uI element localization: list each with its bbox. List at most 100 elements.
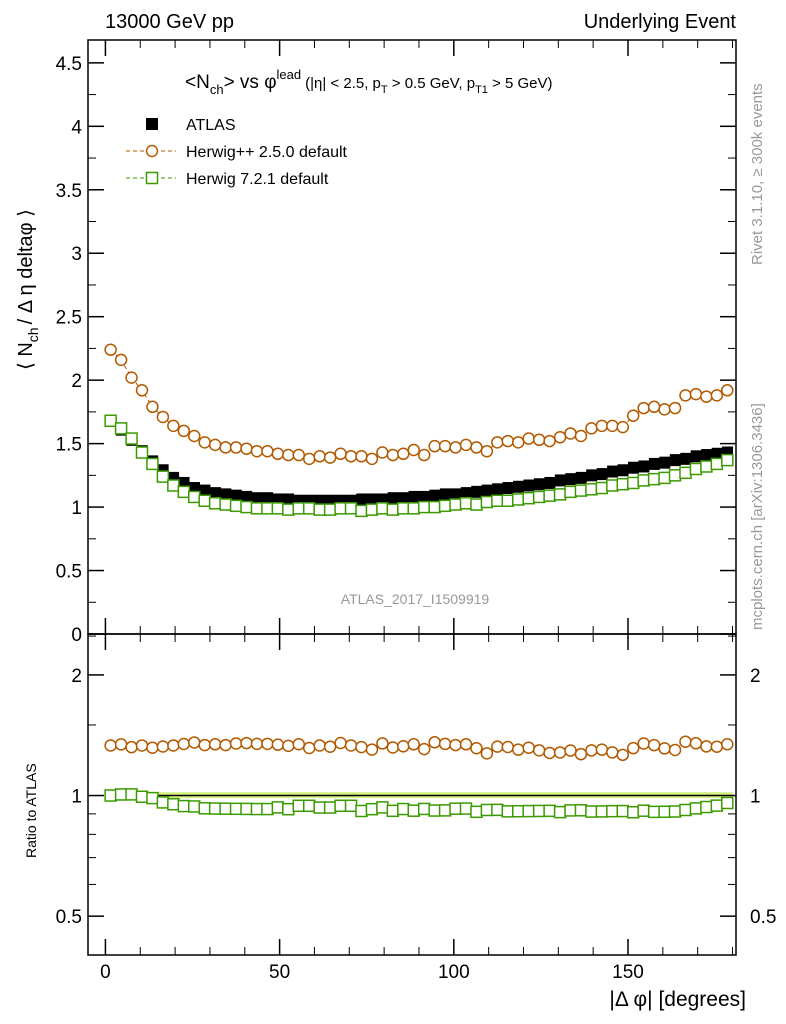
series-2-point xyxy=(668,469,682,482)
ratio-1-point xyxy=(595,743,609,756)
ratio-1-point xyxy=(334,736,347,750)
chart-title: <Nch> vs φlead(|η| < 2.5, pT > 0.5 GeV, … xyxy=(185,67,553,97)
ratio-1-point xyxy=(470,741,483,755)
series-1-point xyxy=(626,409,640,422)
ratio-1-point xyxy=(271,738,285,751)
ratio-y-tick-label-right: 0.5 xyxy=(750,907,776,928)
series-1-point xyxy=(616,420,630,434)
atlas-data-point xyxy=(502,482,514,495)
atlas-data-point xyxy=(377,493,389,506)
series-1-point xyxy=(574,429,588,443)
legend-marker-mc2 xyxy=(145,171,159,185)
series-1-point xyxy=(532,433,546,447)
series-1-point xyxy=(637,401,650,415)
ratio-2-point xyxy=(647,805,661,819)
series-2-point xyxy=(700,460,713,473)
ratio-2-point xyxy=(679,803,692,817)
y-tick-label: 3 xyxy=(71,244,82,265)
legend-marker-mc1 xyxy=(145,144,159,158)
ratio-1-point xyxy=(574,747,588,761)
ratio-1-point xyxy=(292,737,306,751)
series-1-point xyxy=(208,438,222,452)
series-1-point xyxy=(417,448,431,462)
series-1-point xyxy=(229,441,243,454)
series-1-point xyxy=(459,438,473,452)
series-2-point xyxy=(365,503,379,516)
x-axis-label: |Δ φ| [degrees] xyxy=(609,988,746,1011)
series-1-point xyxy=(438,439,452,453)
ratio-2-point xyxy=(344,799,358,813)
series-1-point xyxy=(647,400,661,414)
series-1-point xyxy=(355,450,368,463)
ratio-2-point xyxy=(428,804,441,817)
ratio-2-point xyxy=(104,789,117,802)
ratio-1-point xyxy=(491,740,504,753)
series-2-point xyxy=(344,502,358,515)
ratio-2-point xyxy=(302,799,316,813)
series-2-point xyxy=(721,453,734,467)
ratio-1-point xyxy=(282,739,295,753)
ratio-2-point xyxy=(198,802,211,815)
ratio-1-point xyxy=(553,746,567,759)
series-2-point xyxy=(219,498,232,511)
header-left: 13000 GeV pp xyxy=(105,11,234,33)
atlas-data-point xyxy=(669,454,681,467)
series-2-point xyxy=(397,502,410,515)
atlas-data-point xyxy=(439,488,451,501)
legend-label: ATLAS xyxy=(186,117,236,134)
series-2-point xyxy=(135,446,149,459)
ratio-1-point xyxy=(229,737,243,750)
series-1-point xyxy=(302,452,316,466)
atlas-data-point xyxy=(178,476,190,489)
ratio-2-point xyxy=(376,801,389,814)
series-2-point xyxy=(313,503,326,516)
series-1-point xyxy=(428,439,441,453)
series-2-point xyxy=(250,502,264,515)
ratio-frame xyxy=(87,633,737,956)
atlas-data-point xyxy=(554,474,566,487)
ratio-1-point xyxy=(532,744,546,757)
series-1-point xyxy=(721,384,734,397)
atlas-data-point xyxy=(262,492,274,505)
ratio-1-point xyxy=(459,738,473,751)
atlas-data-point xyxy=(230,489,242,502)
atlas-data-point xyxy=(607,465,619,478)
ratio-2-point xyxy=(480,803,494,817)
atlas-data-point xyxy=(544,476,556,489)
ratio-y-tick-label: 0.5 xyxy=(56,907,82,928)
ratio-2-point xyxy=(355,804,368,818)
ratio-2-point xyxy=(313,801,326,814)
atlas-data-point xyxy=(398,492,410,505)
series-2-point xyxy=(512,493,525,506)
series-1-point xyxy=(668,401,682,415)
header-right: Underlying Event xyxy=(584,11,737,33)
series-2-point xyxy=(564,485,577,499)
ratio-2-point xyxy=(626,806,640,819)
ratio-2-point xyxy=(512,804,525,818)
atlas-data-point xyxy=(638,460,650,473)
ratio-2-point xyxy=(564,804,577,817)
rivet-label: Rivet 3.1.10, ≥ 300k events xyxy=(749,83,766,265)
mcplots-label: mcplots.cern.ch [arXiv:1306.3436] xyxy=(749,403,766,630)
series-2-point xyxy=(292,502,306,515)
series-1-point xyxy=(658,403,671,416)
series-1-point xyxy=(449,441,462,454)
series-2-point xyxy=(585,483,598,496)
ratio-2-point xyxy=(365,802,379,816)
ratio-1-point xyxy=(135,739,149,752)
atlas-data-point xyxy=(628,461,639,474)
ratio-2-point xyxy=(522,804,535,818)
ratio-1-point xyxy=(198,738,211,752)
x-tick-label: 0 xyxy=(100,962,111,983)
atlas-data-point xyxy=(168,471,180,484)
series-1-point xyxy=(167,419,180,433)
series-1-point xyxy=(156,410,170,424)
ratio-2-point xyxy=(323,801,337,814)
ratio-1-point xyxy=(250,737,264,751)
series-2-point xyxy=(261,502,274,515)
ratio-y-tick-label-right: 1 xyxy=(750,787,761,808)
x-tick-label: 100 xyxy=(438,962,470,983)
ratio-y-tick-label-right: 2 xyxy=(750,666,761,687)
ratio-2-point xyxy=(585,805,598,818)
series-2-point xyxy=(532,490,546,504)
